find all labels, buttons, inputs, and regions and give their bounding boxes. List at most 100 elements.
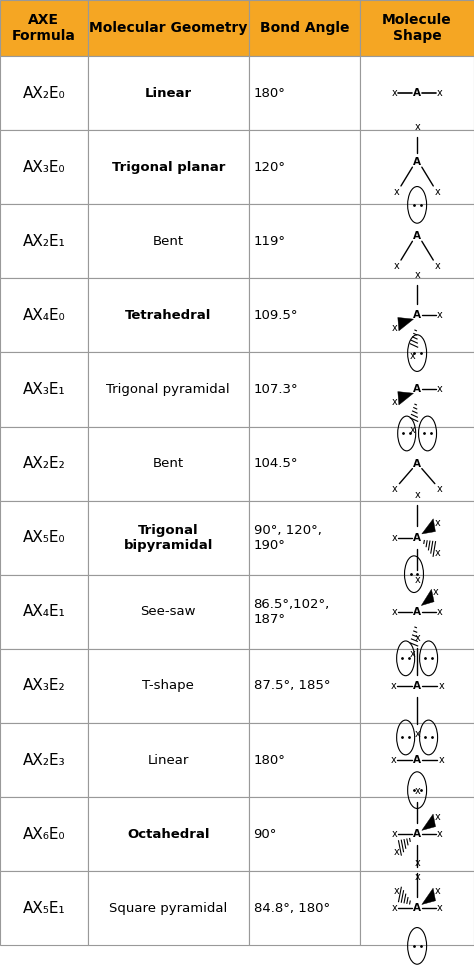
Text: x: x	[435, 187, 441, 197]
Text: Bent: Bent	[153, 234, 184, 248]
Bar	[0, 205, 88, 278]
Text: x: x	[435, 262, 441, 271]
Bar	[360, 648, 474, 723]
Text: Trigonal
bipyramidal: Trigonal bipyramidal	[124, 524, 213, 552]
Text: T-shape: T-shape	[142, 679, 194, 693]
Text: x: x	[438, 755, 444, 765]
Text: Square pyramidal: Square pyramidal	[109, 901, 228, 915]
Bar	[88, 427, 249, 501]
Bar	[0, 352, 88, 427]
Text: A: A	[413, 903, 421, 913]
Text: AX₃E₁: AX₃E₁	[23, 382, 65, 397]
Text: x: x	[433, 587, 439, 596]
Polygon shape	[422, 814, 436, 830]
Bar	[249, 648, 360, 723]
Text: x: x	[392, 323, 397, 333]
Bar	[88, 130, 249, 205]
Text: x: x	[414, 858, 420, 868]
Text: AX₃E₂: AX₃E₂	[23, 678, 65, 694]
Text: Linear: Linear	[145, 87, 192, 99]
Bar	[0, 278, 88, 352]
Text: x: x	[414, 786, 420, 796]
Text: Bent: Bent	[153, 457, 184, 470]
Text: x: x	[414, 729, 420, 738]
Text: x: x	[390, 681, 396, 691]
Text: x: x	[414, 270, 420, 280]
Text: AX₂E₃: AX₂E₃	[23, 753, 65, 767]
Text: AX₂E₀: AX₂E₀	[22, 86, 65, 100]
Text: x: x	[410, 425, 416, 434]
Text: x: x	[437, 829, 443, 840]
Text: A: A	[413, 533, 421, 542]
Text: 119°: 119°	[254, 234, 286, 248]
Bar	[88, 0, 249, 56]
Bar	[360, 723, 474, 797]
Bar	[0, 648, 88, 723]
Text: x: x	[410, 649, 416, 659]
Polygon shape	[422, 519, 436, 534]
Bar	[88, 575, 249, 648]
Polygon shape	[398, 317, 413, 331]
Bar	[0, 0, 88, 56]
Text: 107.3°: 107.3°	[254, 383, 298, 396]
Text: x: x	[437, 607, 443, 617]
Text: 120°: 120°	[254, 160, 286, 174]
Text: x: x	[437, 483, 443, 494]
Text: See-saw: See-saw	[140, 605, 196, 619]
Text: AXE
Formula: AXE Formula	[12, 13, 76, 43]
Text: x: x	[435, 517, 441, 528]
Text: x: x	[414, 575, 420, 586]
Text: AX₃E₀: AX₃E₀	[23, 159, 65, 175]
Bar	[249, 871, 360, 946]
Bar	[249, 723, 360, 797]
Text: AX₂E₂: AX₂E₂	[22, 456, 65, 471]
Text: x: x	[393, 886, 399, 896]
Text: AX₅E₁: AX₅E₁	[23, 900, 65, 916]
Bar	[360, 575, 474, 648]
Bar	[249, 130, 360, 205]
Text: A: A	[413, 458, 421, 469]
Bar	[0, 130, 88, 205]
Text: 87.5°, 185°: 87.5°, 185°	[254, 679, 330, 693]
Bar	[88, 56, 249, 130]
Text: A: A	[413, 607, 421, 617]
Text: x: x	[392, 533, 397, 542]
Text: x: x	[390, 755, 396, 765]
Text: Trigonal planar: Trigonal planar	[111, 160, 225, 174]
Bar	[88, 352, 249, 427]
Text: Trigonal pyramidal: Trigonal pyramidal	[107, 383, 230, 396]
Bar	[0, 575, 88, 648]
Bar	[0, 871, 88, 946]
Bar	[360, 797, 474, 871]
Bar	[360, 427, 474, 501]
Text: Linear: Linear	[147, 754, 189, 766]
Text: x: x	[392, 607, 397, 617]
Bar	[249, 797, 360, 871]
Bar	[88, 797, 249, 871]
Text: x: x	[392, 397, 397, 407]
Text: x: x	[393, 846, 399, 857]
Text: x: x	[393, 187, 399, 197]
Text: x: x	[435, 548, 441, 558]
Text: x: x	[392, 483, 397, 494]
Text: Bond Angle: Bond Angle	[260, 21, 349, 35]
Bar	[360, 278, 474, 352]
Polygon shape	[422, 888, 436, 904]
Text: x: x	[435, 812, 441, 821]
Bar	[0, 56, 88, 130]
Bar	[249, 352, 360, 427]
Text: 180°: 180°	[254, 754, 285, 766]
Text: 90°, 120°,
190°: 90°, 120°, 190°	[254, 524, 321, 552]
Text: A: A	[413, 311, 421, 320]
Text: Octahedral: Octahedral	[127, 828, 210, 841]
Text: x: x	[392, 903, 397, 913]
Text: x: x	[435, 886, 441, 896]
Text: x: x	[393, 262, 399, 271]
Text: x: x	[392, 88, 397, 98]
Bar	[88, 648, 249, 723]
Text: x: x	[437, 903, 443, 913]
Bar	[0, 723, 88, 797]
Text: x: x	[437, 384, 443, 395]
Text: AX₄E₀: AX₄E₀	[22, 308, 65, 323]
Text: A: A	[413, 88, 421, 98]
